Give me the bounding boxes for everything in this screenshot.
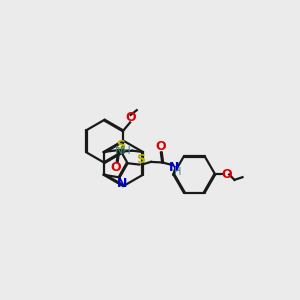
Text: O: O: [125, 111, 136, 124]
Text: O: O: [222, 168, 232, 181]
Text: N: N: [169, 161, 179, 174]
Text: S: S: [136, 153, 146, 166]
Text: O: O: [110, 161, 121, 174]
Text: O: O: [155, 140, 166, 153]
Text: NH: NH: [115, 146, 131, 156]
Text: H: H: [174, 167, 182, 177]
Text: S: S: [116, 139, 125, 152]
Text: N: N: [117, 177, 128, 190]
